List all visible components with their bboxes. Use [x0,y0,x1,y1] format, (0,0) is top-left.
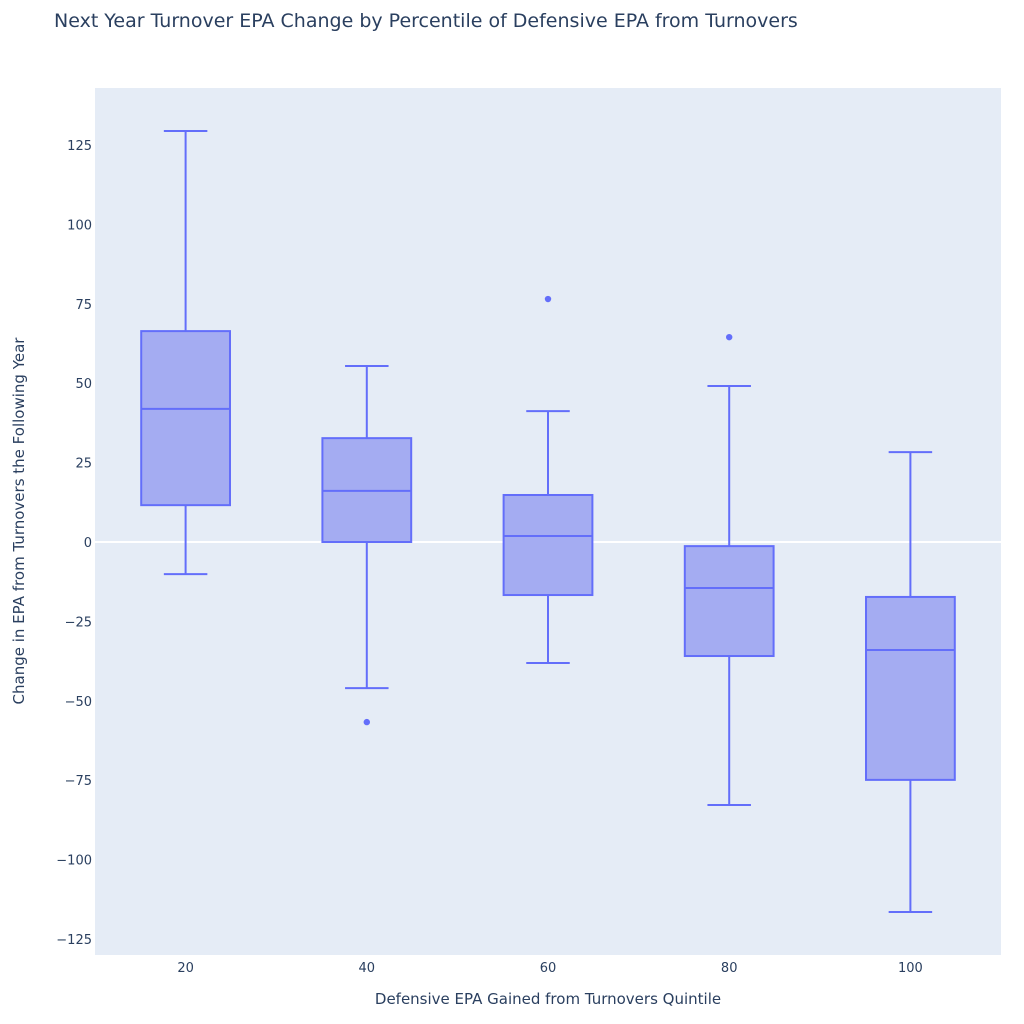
y-tick-label: 75 [75,298,92,313]
box-60[interactable] [502,295,594,665]
x-tick-label: 40 [359,961,376,976]
iqr-box [865,595,956,781]
y-tick-label: −125 [56,933,92,948]
y-tick-label: 25 [75,457,92,472]
y-tick-label: 50 [75,377,92,392]
box-20[interactable] [140,130,231,576]
x-tick-label: 60 [540,961,557,976]
box-80[interactable] [683,333,775,806]
y-tick-label: 0 [84,536,92,551]
y-tick-label: −75 [65,774,92,789]
y-tick-label: −50 [65,695,92,710]
outlier-point[interactable] [726,333,733,341]
box-40[interactable] [321,365,413,726]
x-tick-label: 100 [898,961,923,976]
box-100[interactable] [865,451,956,914]
y-tick-label: −100 [56,854,92,869]
y-tick-label: 100 [67,218,92,233]
y-tick-label: 125 [67,139,92,154]
y-axis-title: Change in EPA from Turnovers the Followi… [10,337,28,705]
outlier-point[interactable] [363,718,370,726]
iqr-box [683,545,775,658]
y-tick-label: −25 [65,615,92,630]
x-axis-title: Defensive EPA Gained from Turnovers Quin… [375,990,721,1008]
outlier-point[interactable] [544,295,552,303]
x-tick-label: 80 [721,961,738,976]
x-tick-label: 20 [177,961,194,976]
iqr-box [140,330,231,507]
iqr-box [502,493,594,597]
chart-title: Next Year Turnover EPA Change by Percent… [54,10,798,32]
